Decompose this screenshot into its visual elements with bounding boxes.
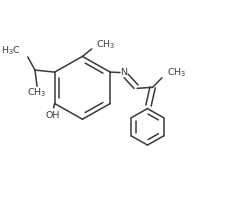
Text: CH$_3$: CH$_3$ bbox=[96, 39, 116, 51]
Text: OH: OH bbox=[45, 111, 59, 120]
Text: CH$_3$: CH$_3$ bbox=[166, 67, 185, 79]
Text: H$_3$C: H$_3$C bbox=[1, 45, 20, 57]
Text: CH$_3$: CH$_3$ bbox=[27, 86, 47, 99]
Text: N: N bbox=[120, 68, 127, 77]
